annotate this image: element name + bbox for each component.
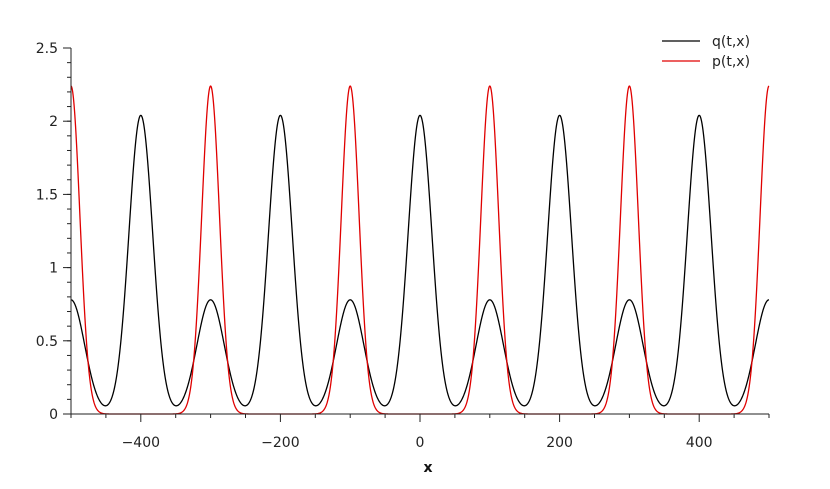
legend: q(t,x) p(t,x) xyxy=(662,34,750,70)
y-tick-label: 0 xyxy=(49,407,58,423)
x-axis-title: x xyxy=(423,460,432,476)
y-tick-label: 2 xyxy=(49,114,58,130)
y-axis-ticks: 0 0.5 1 1.5 2 2.5 xyxy=(36,41,71,423)
x-tick-label: 0 xyxy=(416,435,425,451)
series-line-1 xyxy=(70,85,770,415)
plot-area xyxy=(70,85,770,415)
x-tick-label: 400 xyxy=(686,435,713,451)
x-tick-label: −200 xyxy=(261,435,299,451)
y-tick-label: 1 xyxy=(49,261,58,277)
series-line-0 xyxy=(70,114,770,407)
x-tick-label: 200 xyxy=(546,435,573,451)
legend-label: p(t,x) xyxy=(712,54,750,70)
y-tick-label: 0.5 xyxy=(36,334,58,350)
axes: −400 −200 0 200 400 0 0.5 1 1.5 2 2.5 x xyxy=(36,41,770,476)
x-tick-label: −400 xyxy=(122,435,160,451)
y-tick-label: 2.5 xyxy=(36,41,58,57)
x-axis-ticks: −400 −200 0 200 400 xyxy=(70,414,770,451)
legend-label: q(t,x) xyxy=(712,34,750,50)
y-tick-label: 1.5 xyxy=(36,187,58,203)
